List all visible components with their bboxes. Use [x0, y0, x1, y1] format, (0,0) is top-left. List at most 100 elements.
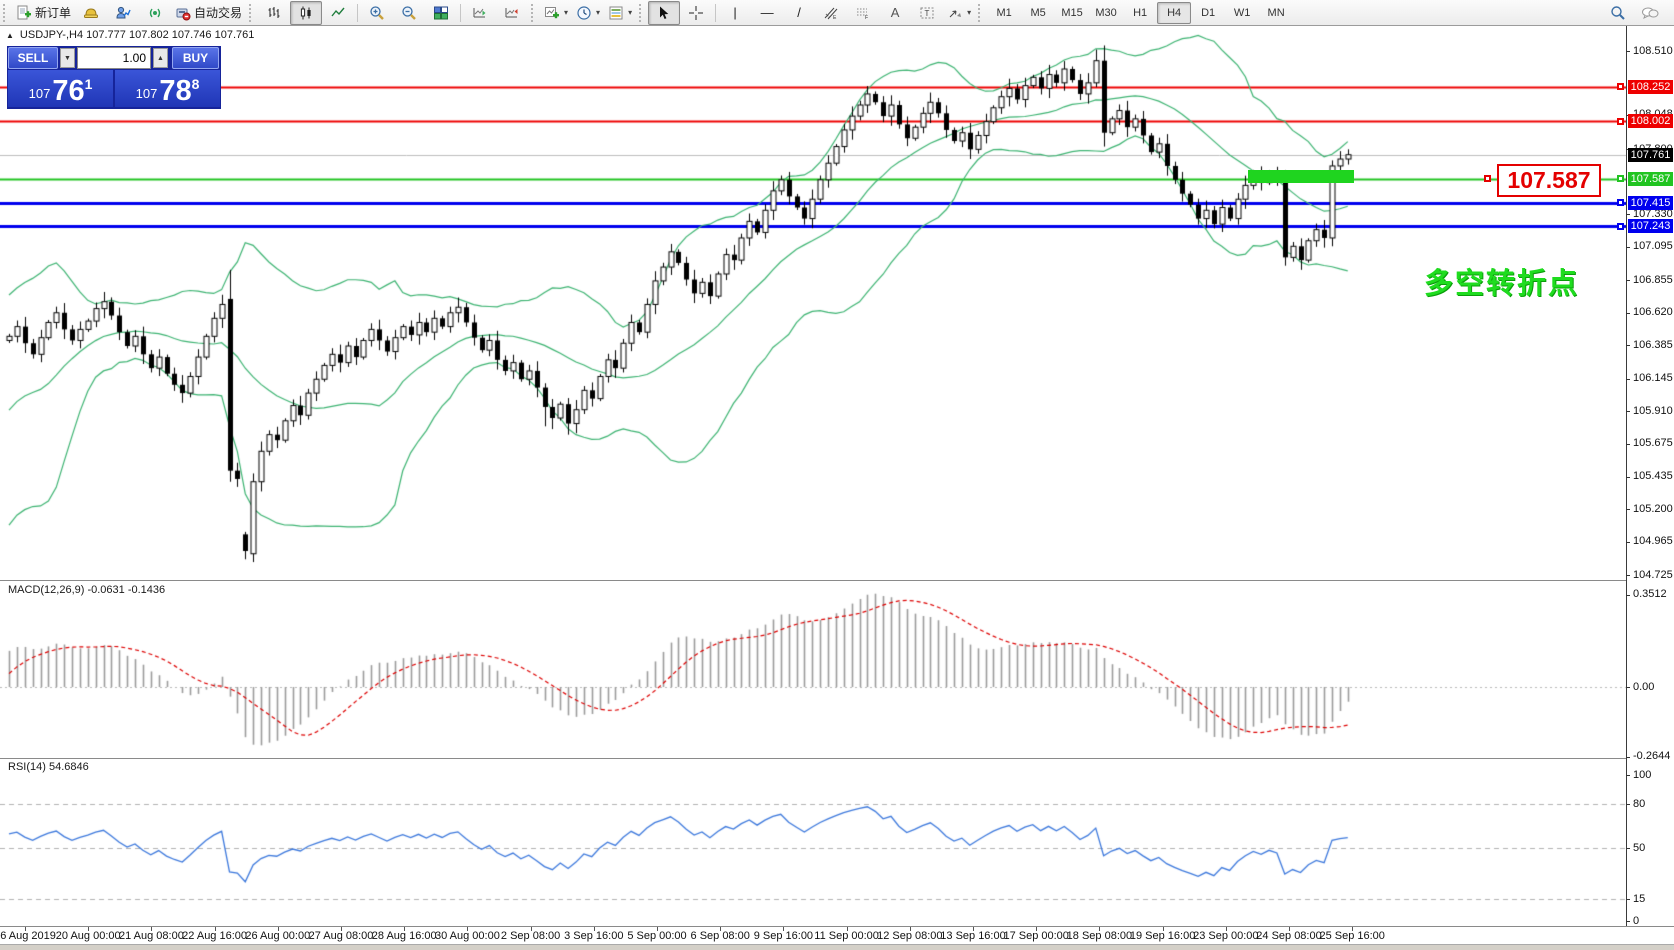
chat-button[interactable] — [1634, 1, 1666, 25]
green-zone-rectangle[interactable] — [1248, 170, 1354, 183]
tf-button-M1[interactable]: M1 — [996, 6, 1012, 19]
sell-price-button[interactable]: 107 76 1 — [8, 70, 113, 107]
fibonacci-tool[interactable]: F — [847, 1, 879, 25]
price-level-label[interactable]: 108.002 — [1628, 114, 1673, 129]
price-level-label[interactable]: 107.587 — [1628, 171, 1673, 186]
buy-price-button[interactable]: 107 78 8 — [115, 70, 220, 107]
toolbar-grip[interactable] — [3, 3, 9, 22]
periods-button[interactable]: ▾ — [572, 1, 604, 25]
search-button[interactable] — [1602, 1, 1634, 25]
new-order-icon — [17, 5, 31, 19]
candlestick-chart-type-button[interactable] — [290, 0, 323, 25]
volume-up-button[interactable]: ▲ — [153, 48, 168, 68]
tf-button-M15[interactable]: M15 — [1061, 6, 1083, 19]
sell-price-sup: 1 — [84, 76, 93, 92]
toolbar-grip[interactable] — [639, 3, 645, 22]
crosshair-button[interactable] — [680, 1, 712, 25]
line-chart-type-button[interactable] — [322, 1, 354, 25]
time-tick-label: 30 Aug 00:00 — [434, 930, 500, 942]
tf-button-MN[interactable]: MN — [1267, 6, 1285, 19]
macd-tick-label: 0.3512 — [1633, 588, 1667, 601]
panel-separator[interactable] — [0, 758, 1674, 759]
channel-icon: E — [824, 7, 838, 21]
bar-chart-type-button[interactable] — [258, 1, 290, 25]
macd-panel-canvas[interactable] — [0, 581, 1626, 758]
channel-tool[interactable]: E — [815, 1, 847, 25]
price-tick-mark — [1626, 51, 1630, 52]
new-order-button[interactable]: 新订单 — [12, 1, 75, 25]
price-level-label[interactable]: 107.415 — [1628, 195, 1673, 210]
tf-button-M30[interactable]: M30 — [1095, 6, 1117, 19]
sell-price-big: 76 — [52, 75, 85, 107]
tile-windows-button[interactable] — [425, 1, 457, 25]
price-annotation-box[interactable]: 107.587 — [1497, 164, 1601, 197]
toolbar-grip[interactable] — [531, 3, 537, 22]
price-level-label[interactable]: 107.243 — [1628, 219, 1673, 234]
rsi-tick-mark — [1626, 848, 1630, 849]
tf-button-M5[interactable]: M5 — [1030, 6, 1046, 19]
zoom-out-button[interactable] — [393, 1, 425, 25]
price-tick-label: 106.855 — [1633, 273, 1673, 286]
price-tick-mark — [1626, 575, 1630, 577]
arrows-tool[interactable]: ▾ — [943, 1, 975, 25]
volume-input[interactable] — [77, 47, 151, 69]
vertical-line-tool[interactable]: | — [719, 1, 751, 25]
price-tick-label: 104.725 — [1633, 568, 1673, 581]
price-tick-label: 106.385 — [1633, 338, 1673, 351]
line-handle[interactable] — [1617, 199, 1624, 207]
line-handle[interactable] — [1617, 83, 1624, 91]
auto-scroll-button[interactable] — [464, 1, 496, 25]
rsi-tick-label: 100 — [1633, 768, 1652, 781]
tf-button-H4[interactable]: H4 — [1157, 1, 1192, 24]
tf-button-W1[interactable]: W1 — [1233, 6, 1251, 19]
rsi-tick-mark — [1626, 899, 1630, 901]
panel-separator[interactable] — [0, 580, 1674, 581]
line-handle[interactable] — [1484, 175, 1491, 182]
time-tick-mark — [88, 927, 90, 931]
new-chart-button[interactable]: ▾ — [540, 1, 572, 25]
chart-shift-button[interactable] — [496, 1, 528, 25]
buy-price-big: 78 — [159, 75, 192, 107]
price-level-label[interactable]: 107.761 — [1628, 147, 1673, 162]
buy-button[interactable]: BUY — [172, 47, 219, 69]
line-chart-icon — [331, 7, 345, 16]
symbol-info: ▲ USDJPY-,H4 107.777 107.802 107.746 107… — [6, 29, 254, 41]
line-handle[interactable] — [1617, 175, 1624, 183]
price-tick-label: 108.510 — [1633, 44, 1673, 57]
zoom-in-icon — [370, 5, 384, 20]
text-label-tool[interactable]: T — [911, 1, 943, 25]
trendline-tool[interactable]: / — [783, 1, 815, 25]
volume-down-button[interactable]: ▼ — [60, 48, 75, 68]
time-tick-label: 28 Aug 16:00 — [371, 930, 437, 942]
chinese-annotation[interactable]: 多空转折点 — [1424, 268, 1580, 300]
profiles-button[interactable] — [75, 1, 107, 25]
line-handle[interactable] — [1617, 222, 1624, 230]
price-tick-label: 105.200 — [1633, 502, 1673, 515]
tf-button-H1[interactable]: H1 — [1133, 6, 1148, 19]
toolbar-grip[interactable] — [978, 3, 984, 22]
horizontal-line-tool[interactable]: — — [751, 1, 783, 25]
templates-button[interactable]: ▾ — [604, 1, 636, 25]
auto-trading-button[interactable]: 自动交易 — [171, 1, 246, 25]
main-chart-canvas[interactable] — [0, 26, 1626, 580]
rsi-tick-label: 80 — [1633, 797, 1646, 810]
price-level-label[interactable]: 108.252 — [1628, 79, 1673, 94]
tf-button-D1[interactable]: D1 — [1201, 6, 1216, 19]
toolbar-grip[interactable] — [249, 3, 255, 22]
text-tool[interactable]: A — [879, 1, 911, 25]
sell-button[interactable]: SELL — [8, 47, 58, 69]
svg-text:T: T — [925, 9, 930, 18]
macd-tick-mark — [1626, 687, 1630, 688]
rsi-panel-canvas[interactable] — [0, 759, 1626, 926]
time-tick-mark — [1289, 927, 1290, 931]
collapse-triangle-icon[interactable]: ▲ — [6, 30, 14, 40]
zoom-in-button[interactable] — [361, 1, 393, 25]
arrow-shapes-icon — [949, 10, 962, 17]
time-tick-label: 5 Sep 00:00 — [627, 930, 687, 942]
cursor-button[interactable] — [648, 0, 681, 25]
signals-button[interactable] — [139, 1, 171, 25]
market-watch-button[interactable] — [107, 1, 139, 25]
line-handle[interactable] — [1617, 117, 1624, 125]
time-tick-label: 23 Sep 00:00 — [1193, 930, 1259, 942]
template-icon — [609, 6, 623, 19]
